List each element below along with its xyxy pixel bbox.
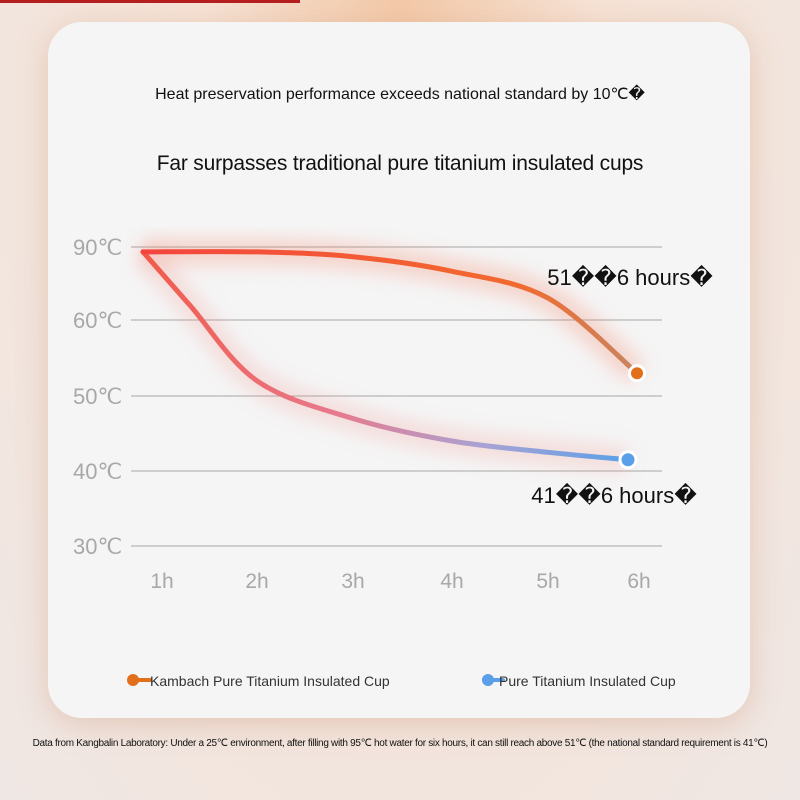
headline: Heat preservation performance exceeds na… (155, 86, 645, 103)
subtitle: Far surpasses traditional pure titanium … (156, 152, 644, 175)
y-tick-label: 60℃ (73, 308, 122, 333)
top-accent-bar (0, 0, 300, 3)
kambach-line (140, 249, 640, 376)
y-axis-ticks: 90℃ 60℃ 50℃ 40℃ 30℃ (73, 235, 122, 559)
x-tick-label: 2h (245, 570, 268, 593)
x-tick-label: 4h (440, 570, 463, 593)
legend-titanium-swatch (482, 674, 494, 686)
x-axis-ticks: 1h 2h 3h 4h 5h 6h (150, 570, 650, 593)
titanium-end-label: 41��6 hours� (531, 482, 697, 508)
legend: Kambach Pure Titanium Insulated Cup Pure… (127, 673, 676, 689)
kambach-end-label: 51��6 hours� (547, 264, 713, 290)
x-tick-label: 1h (150, 570, 173, 593)
y-tick-label: 40℃ (73, 459, 122, 484)
x-tick-label: 6h (627, 570, 650, 593)
y-tick-label: 50℃ (73, 384, 122, 409)
legend-kambach-label: Kambach Pure Titanium Insulated Cup (150, 673, 390, 689)
kambach-end-point (628, 364, 646, 383)
y-tick-label: 30℃ (73, 534, 122, 559)
data-source-footnote: Data from Kangbalin Laboratory: Under a … (32, 738, 768, 749)
y-tick-label: 90℃ (73, 235, 122, 260)
legend-titanium-label: Pure Titanium Insulated Cup (499, 673, 676, 689)
x-tick-label: 5h (536, 570, 559, 593)
titanium-end-point (618, 450, 638, 470)
x-tick-label: 3h (341, 570, 364, 593)
legend-kambach-swatch (127, 674, 139, 686)
titanium-line (140, 249, 631, 463)
